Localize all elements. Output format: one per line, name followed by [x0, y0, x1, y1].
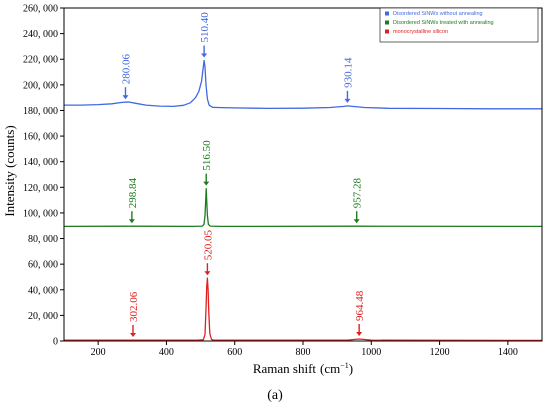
peak-marker: 964.48 [354, 290, 366, 336]
peak-marker: 280.06 [120, 53, 132, 100]
y-tick-label: 0 [53, 337, 58, 348]
legend-swatch [385, 20, 389, 25]
peak-label: 302.06 [128, 291, 140, 322]
peak-label: 280.06 [120, 53, 132, 84]
x-tick-label: 1400 [498, 347, 518, 358]
peak-annotations: 280.06 510.40 930.14 298.84 516.50 957.28 302.… [120, 12, 366, 337]
peak-marker: 520.05 [202, 229, 214, 276]
y-tick-label: 80, 000 [28, 234, 58, 245]
x-axis-label-close: ) [349, 361, 353, 376]
y-tick-label: 220, 000 [23, 55, 58, 66]
x-tick-label: 1200 [430, 347, 450, 358]
peak-arrow-head [204, 271, 211, 276]
y-tick-label: 180, 000 [23, 106, 58, 117]
peak-arrow-head [122, 95, 129, 100]
legend-label: Disordered SiNWs without annealing [393, 11, 483, 17]
x-tick-label: 200 [91, 347, 106, 358]
peak-label: 930.14 [342, 57, 354, 88]
x-tick-label: 400 [159, 347, 174, 358]
peak-label: 520.05 [202, 229, 214, 260]
peak-marker: 957.28 [352, 177, 364, 224]
legend-swatch [385, 29, 389, 34]
y-tick-label: 20, 000 [28, 311, 58, 322]
series-line-1 [64, 59, 542, 110]
y-tick-label: 120, 000 [23, 183, 58, 194]
legend-swatch [385, 11, 389, 16]
peak-label: 298.84 [127, 177, 139, 208]
peak-label: 510.40 [199, 12, 211, 43]
series-line-2 [63, 187, 543, 228]
x-axis-label: Raman shift (cm−1) [253, 361, 353, 376]
legend-label: Disordered SiNWs treated with annealing [393, 20, 494, 26]
peak-arrow-head [353, 219, 360, 224]
peak-arrow-head [201, 53, 208, 58]
x-tick-label: 800 [296, 347, 311, 358]
legend: Disordered SiNWs without annealing Disord… [379, 7, 539, 43]
y-tick-label: 160, 000 [23, 132, 58, 143]
peak-marker: 516.50 [201, 140, 213, 186]
y-tick-label: 140, 000 [23, 157, 58, 168]
plot-area [64, 8, 542, 341]
y-tick-label: 240, 000 [23, 29, 58, 40]
peak-marker: 298.84 [127, 177, 139, 224]
y-tick-label: 200, 000 [23, 80, 58, 91]
y-axis-label: Intensity (counts) [2, 125, 17, 216]
x-axis-label-unit: (cm [320, 361, 340, 376]
x-tick-label: 600 [227, 347, 242, 358]
y-tick-label: 260, 000 [23, 4, 58, 15]
peak-arrow-head [129, 332, 136, 337]
panel-label: (a) [267, 388, 283, 403]
x-axis-label-main: Raman shift [253, 361, 317, 376]
legend-label: monocrystalline silicon [393, 29, 448, 35]
peak-label: 964.48 [354, 290, 366, 321]
peak-arrow-head [356, 331, 363, 336]
peak-marker: 302.06 [128, 291, 140, 337]
y-axis-ticks: 0 20, 000 40, 000 60, 000 80, 000 100, 000 120… [23, 4, 64, 348]
x-tick-label: 1000 [361, 347, 381, 358]
legend-box [379, 7, 539, 43]
peak-arrow-head [344, 98, 351, 103]
peak-marker: 930.14 [342, 57, 354, 103]
peak-label: 516.50 [201, 140, 213, 171]
peak-label: 957.28 [352, 177, 364, 208]
series-line-3 [63, 277, 543, 342]
peak-arrow-head [128, 219, 135, 224]
y-tick-label: 100, 000 [23, 208, 58, 219]
y-tick-label: 40, 000 [28, 285, 58, 296]
series-layer [63, 59, 543, 342]
x-axis-ticks: 200 400 600 800 1000 1200 1400 [91, 341, 518, 358]
peak-arrow-head [203, 181, 210, 186]
y-tick-label: 60, 000 [28, 260, 58, 271]
x-axis-label-sup: −1 [340, 361, 349, 370]
peak-marker: 510.40 [199, 12, 211, 58]
